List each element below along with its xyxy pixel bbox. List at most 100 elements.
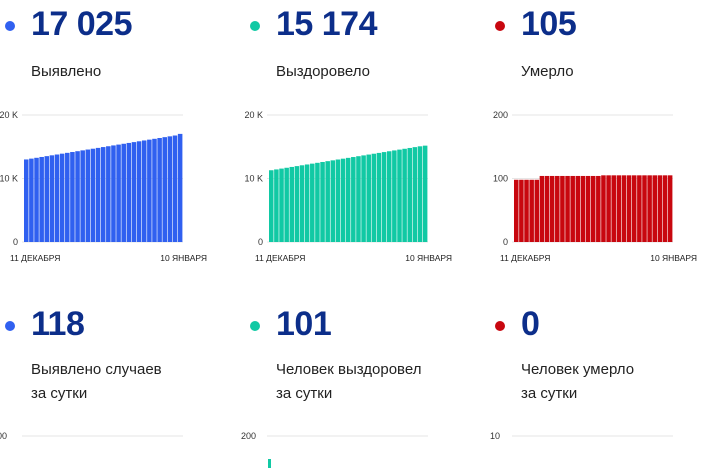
bar (544, 175, 550, 242)
daily-deaths-y-tick: 10 (490, 431, 500, 441)
deaths-label: Умерло (521, 63, 574, 80)
bar (657, 175, 663, 242)
bar (29, 158, 34, 242)
bar (167, 136, 173, 242)
bar (570, 175, 575, 242)
bar (34, 157, 39, 242)
y-tick-label: 20 K (244, 110, 263, 120)
bar (412, 147, 418, 242)
bar (585, 175, 591, 242)
bar (611, 175, 616, 242)
bar (539, 175, 545, 242)
bar (294, 166, 300, 242)
bar (560, 175, 565, 242)
daily-recovered-value: 101 (276, 305, 332, 343)
bar (126, 142, 132, 242)
bar (90, 148, 96, 242)
daily-detected-value: 118 (31, 305, 85, 343)
daily-recovered-label-line1: Человек выздоровел (276, 361, 422, 378)
bar (330, 160, 336, 242)
bar (626, 175, 632, 242)
bar (157, 137, 162, 242)
bar (85, 149, 91, 242)
bar (152, 138, 157, 242)
blue-dot-icon (5, 321, 15, 331)
bar (534, 179, 540, 242)
bar (580, 175, 586, 242)
bar (289, 166, 295, 242)
recovered-chart: 0 10 K 20 K 11 ДЕКАБРЯ 10 ЯНВАРЯ (244, 110, 452, 263)
daily-deaths-label-line1: Человек умерло (521, 361, 635, 378)
y-tick-label: 100 (493, 174, 508, 184)
bar (310, 163, 315, 242)
bar (325, 161, 330, 242)
recovered-total: 15 174 (276, 5, 378, 43)
bar (24, 159, 29, 242)
bar (392, 150, 397, 242)
bar (59, 153, 65, 242)
bar (356, 156, 361, 242)
bar (514, 179, 519, 242)
x-end-label: 10 ЯНВАРЯ (160, 253, 207, 263)
x-end-label: 10 ЯНВАРЯ (405, 253, 452, 263)
bar (106, 146, 111, 242)
daily-bar (268, 459, 271, 468)
bar (565, 175, 570, 242)
bar (366, 154, 371, 242)
bar (141, 140, 147, 242)
y-tick-label: 20 K (0, 110, 18, 120)
bar (575, 175, 581, 242)
bar (381, 152, 387, 242)
bar (75, 151, 80, 242)
daily-deaths-chart: 10 (490, 431, 673, 441)
bar (652, 175, 658, 242)
bar (402, 148, 407, 242)
bar (345, 157, 351, 242)
deaths-chart: 0 100 200 11 ДЕКАБРЯ 10 ЯНВАРЯ (493, 110, 697, 263)
bar (590, 175, 596, 242)
daily-recovered-label-line2: за сутки (276, 385, 333, 402)
bar (177, 133, 183, 242)
bar (80, 150, 85, 242)
x-start-label: 11 ДЕКАБРЯ (10, 253, 60, 263)
bar (417, 146, 423, 242)
x-start-label: 11 ДЕКАБРЯ (500, 253, 550, 263)
bar (320, 161, 325, 242)
bar (549, 175, 555, 242)
recovered-label: Выздоровело (276, 63, 371, 80)
bar (647, 175, 652, 242)
daily-detected-label-line1: Выявлено случаев (31, 361, 162, 378)
bar (524, 179, 529, 242)
bar (371, 153, 377, 242)
bar (616, 175, 622, 242)
daily-detected-label-line2: за сутки (31, 385, 88, 402)
bar (136, 141, 142, 242)
green-dot-icon (250, 321, 260, 331)
daily-detected-y-tick: 200 (0, 431, 7, 441)
bar (361, 155, 366, 242)
bar (100, 147, 106, 242)
x-start-label: 11 ДЕКАБРЯ (255, 253, 305, 263)
bar (662, 175, 668, 242)
bar (269, 170, 274, 242)
red-dot-icon (495, 321, 505, 331)
bar (601, 175, 606, 242)
daily-deaths-value: 0 (521, 305, 540, 343)
red-dot-icon (495, 21, 505, 31)
bar (162, 137, 168, 242)
bar (315, 162, 320, 242)
bar (299, 165, 305, 242)
green-dot-icon (250, 21, 260, 31)
detected-label: Выявлено (31, 63, 102, 80)
bar (39, 156, 44, 242)
detected-chart: 0 10 K 20 K 11 ДЕКАБРЯ 10 ЯНВАРЯ (0, 110, 207, 263)
bar (274, 169, 279, 242)
bar (397, 149, 402, 242)
bar (386, 151, 392, 242)
bar (407, 147, 413, 242)
bar (54, 154, 60, 242)
bar (147, 139, 152, 242)
bar (304, 164, 310, 242)
bar (121, 143, 126, 242)
bar (116, 144, 121, 242)
